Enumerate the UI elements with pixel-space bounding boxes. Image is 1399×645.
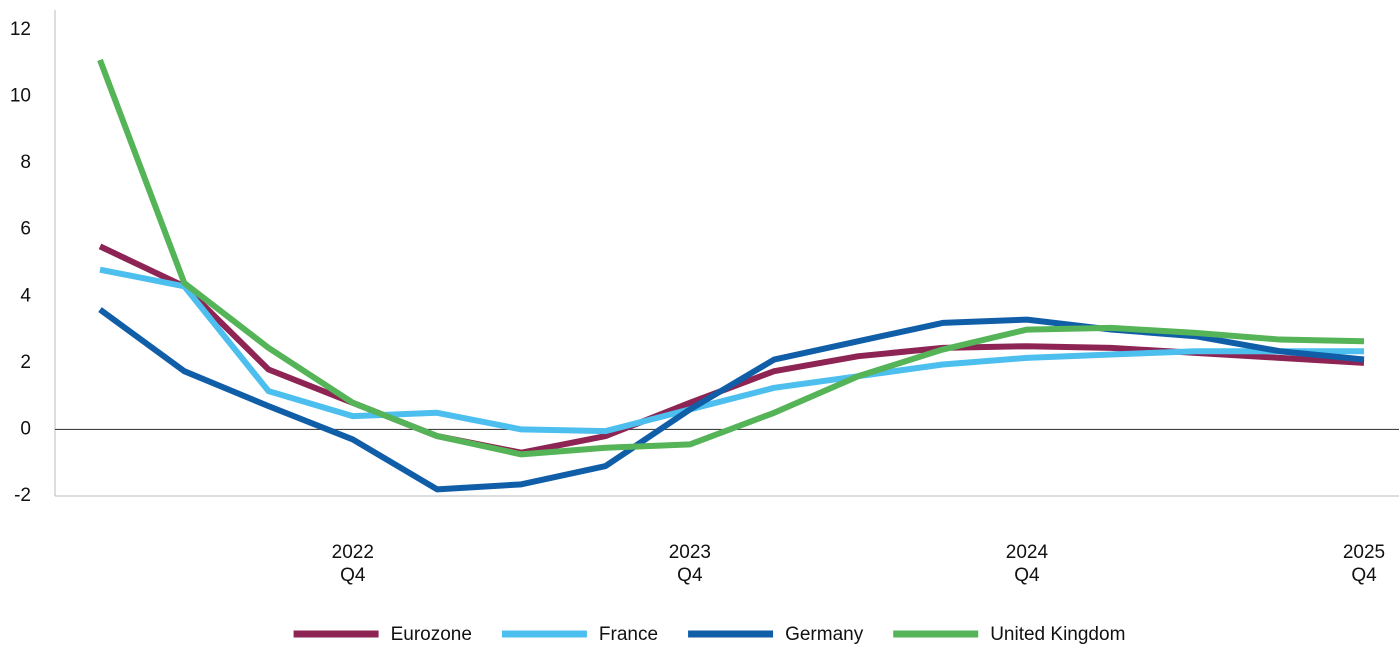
series-line bbox=[99, 266, 1364, 435]
y-tick-label: 4 bbox=[20, 285, 31, 306]
x-tick-label: 2022 Q4 bbox=[331, 542, 374, 586]
y-tick-label: 8 bbox=[20, 152, 31, 173]
x-tick-label: 2024 Q4 bbox=[1005, 542, 1049, 586]
y-tick-label: 6 bbox=[20, 219, 31, 240]
legend-label: Germany bbox=[785, 624, 864, 645]
y-tick-label: 0 bbox=[20, 418, 31, 439]
legend: Eurozone France Germany United Kingdom bbox=[293, 624, 1125, 645]
legend-label: Eurozone bbox=[391, 624, 472, 645]
y-tick-label: -2 bbox=[14, 485, 31, 506]
y-tick-label: 12 bbox=[10, 19, 31, 40]
x-tick-label: 2025 Q4 bbox=[1342, 542, 1386, 586]
legend-label: United Kingdom bbox=[990, 624, 1125, 645]
y-tick-label: 10 bbox=[10, 86, 31, 107]
series-line bbox=[97, 58, 1365, 458]
x-tick-label: 2023 Q4 bbox=[668, 542, 711, 586]
y-tick-label: 2 bbox=[20, 352, 31, 373]
legend-label: France bbox=[599, 624, 658, 645]
